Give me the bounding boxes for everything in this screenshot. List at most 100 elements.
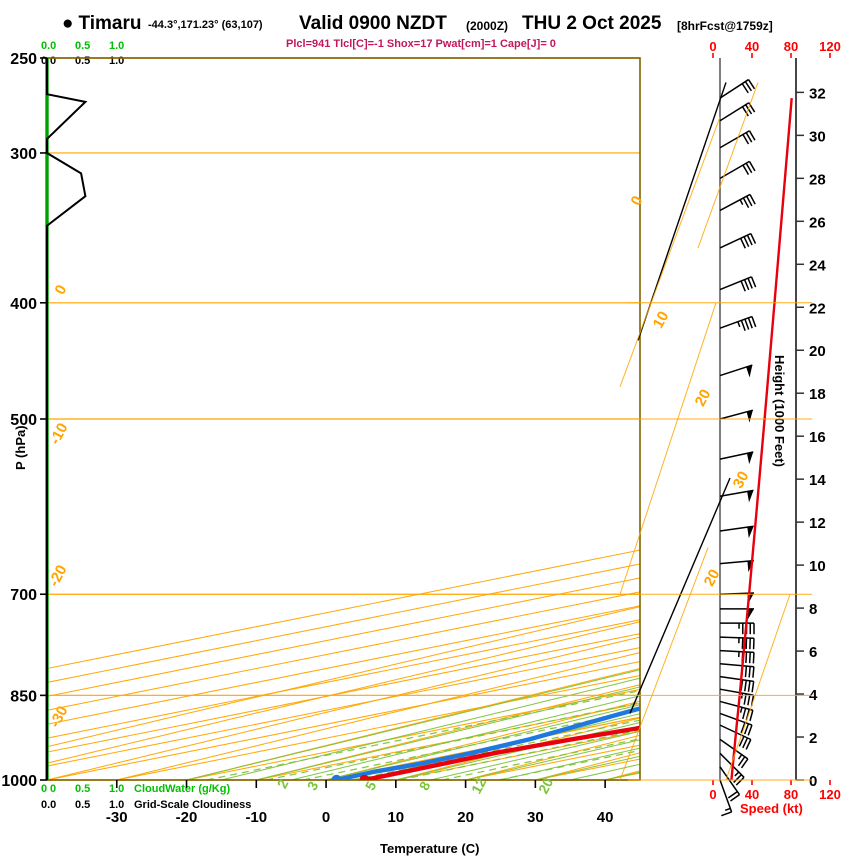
wind-barb xyxy=(719,232,757,249)
wind-barb-panel xyxy=(629,58,757,817)
mixing-ratio-labels: 2 3 5 8 12 20 xyxy=(274,775,557,796)
height-tick-2: 2 xyxy=(809,730,817,747)
temperature-tick-20: 20 xyxy=(457,809,474,826)
cloudwater-top-2: 1.0 xyxy=(109,40,125,52)
temperature-axis-label: Temperature (C) xyxy=(380,841,480,856)
wind-barb xyxy=(719,451,754,465)
mixing-ratio-label-5: 20 xyxy=(535,775,557,796)
wind-barb xyxy=(719,276,757,292)
temperature-tick-0: 0 xyxy=(322,809,330,826)
pressure-tick-400: 400 xyxy=(10,296,37,313)
height-tick-32: 32 xyxy=(809,85,826,102)
temperature-axis: -30 -20 -10 0 10 20 30 40 xyxy=(106,780,613,826)
cloudiness-legend-label: Grid-Scale Cloudiness xyxy=(134,799,252,811)
speed-tick-0-top: 0 xyxy=(709,39,716,54)
wind-barb xyxy=(720,608,754,620)
temperature-curve-path xyxy=(362,725,640,780)
dry-adiabat-label-4: 0 xyxy=(628,193,647,208)
wind-barb xyxy=(719,636,755,650)
wind-barb xyxy=(719,525,754,539)
dry-adiabat-labels: 0 -10 -20 -30 0 10 20 20 30 xyxy=(45,193,752,730)
valid-time-utc: (2000Z) xyxy=(466,19,509,33)
wind-barb xyxy=(719,779,733,817)
pressure-tick-1000: 1000 xyxy=(1,773,37,790)
temperature-tick--10: -10 xyxy=(245,809,267,826)
speed-tick-120-bottom: 120 xyxy=(819,787,841,802)
pressure-tick-700: 700 xyxy=(10,587,37,604)
wind-barb xyxy=(719,364,753,378)
dry-adiabat-label-3: -30 xyxy=(46,703,71,730)
height-tick-26: 26 xyxy=(809,214,826,231)
height-tick-22: 22 xyxy=(809,300,826,317)
cloudwater-legend-label: CloudWater (g/Kg) xyxy=(134,783,231,795)
wind-barb xyxy=(719,663,755,678)
station-name: Timaru xyxy=(78,13,142,34)
isobar-lines xyxy=(47,57,640,781)
pressure-tick-250: 250 xyxy=(10,51,37,68)
wind-barb xyxy=(719,649,755,664)
wind-barb xyxy=(719,315,757,331)
cloudwater-trace xyxy=(46,58,88,780)
dry-adiabat-label-6: 20 xyxy=(692,387,715,410)
station-coordinates: -44.3°,171.23° (63,107) xyxy=(148,19,263,31)
wind-barb xyxy=(719,193,756,212)
pressure-tick-850: 850 xyxy=(10,688,37,705)
cloudwater-top-1: 0.5 xyxy=(75,40,91,52)
wind-barb xyxy=(719,489,754,503)
cloudiness-top-2: 0.5 xyxy=(75,55,91,67)
wind-barb xyxy=(719,766,741,802)
height-tick-4: 4 xyxy=(809,687,818,704)
temperature-tick--20: -20 xyxy=(176,809,198,826)
dry-adiabat-label-8: 30 xyxy=(730,469,753,492)
dry-adiabat-lines xyxy=(47,606,640,780)
height-tick-24: 24 xyxy=(809,257,826,274)
dry-adiabat-label-1: -10 xyxy=(46,420,71,447)
height-tick-16: 16 xyxy=(809,429,826,446)
speed-tick-0-bottom: 0 xyxy=(709,787,716,802)
dry-adiabat-label-2: -20 xyxy=(45,562,70,589)
height-tick-20: 20 xyxy=(809,343,826,360)
speed-tick-40-bottom: 40 xyxy=(745,787,759,802)
speed-tick-40-top: 40 xyxy=(745,39,759,54)
cloudwater-bot-0: 0 xyxy=(41,783,48,795)
wind-barb xyxy=(719,712,753,736)
wind-barb xyxy=(719,409,754,423)
dewpoint-curve xyxy=(331,706,640,780)
cloudwater-bot-3: 1.0 xyxy=(109,783,125,795)
height-tick-8: 8 xyxy=(809,601,817,618)
temperature-curve xyxy=(359,725,640,780)
temperature-tick-10: 10 xyxy=(387,809,404,826)
cloudiness-bot-1: 0.5 xyxy=(75,799,91,811)
dewpoint-curve-surface-marker xyxy=(331,774,342,780)
mixing-ratio-label-0: 2 xyxy=(274,776,292,791)
cloudwater-bot-1: 0 xyxy=(50,783,57,795)
cloudiness-bot-2: 1.0 xyxy=(109,799,125,811)
height-tick-6: 6 xyxy=(809,644,817,661)
stability-indices: Plcl=941 Tlcl[C]=-1 Shox=17 Pwat[cm]=1 C… xyxy=(286,38,556,50)
valid-time: Valid 0900 NZDT xyxy=(299,13,447,34)
cloudwater-profile xyxy=(46,58,88,780)
cloudiness-top-0: 0 xyxy=(41,55,48,67)
moist-adiabat-lines xyxy=(186,669,640,780)
temperature-curve-surface-marker xyxy=(359,774,370,780)
speed-tick-120-top: 120 xyxy=(819,39,841,54)
dry-adiabat-label-5: 10 xyxy=(650,309,673,332)
station-bullet-icon: ● xyxy=(62,13,74,34)
height-tick-10: 10 xyxy=(809,558,826,575)
temperature-tick-30: 30 xyxy=(527,809,544,826)
pressure-tick-500: 500 xyxy=(10,412,37,429)
pressure-axis: 250 300 400 500 700 850 1000 xyxy=(1,51,47,790)
isotherm-lines xyxy=(47,549,640,780)
temperature-tick--30: -30 xyxy=(106,809,128,826)
panel-isobars xyxy=(628,302,812,781)
wind-barb xyxy=(719,559,754,573)
forecast-label: [8hrFcst@1759z] xyxy=(677,19,773,33)
speed-axis-label: Speed (kt) xyxy=(740,801,803,816)
cloudwater-top-0: 0.0 xyxy=(41,40,57,52)
height-tick-12: 12 xyxy=(809,515,826,532)
mixing-ratio-label-4: 12 xyxy=(468,775,490,796)
station-bullet-and-name: ● Timaru xyxy=(62,14,142,33)
